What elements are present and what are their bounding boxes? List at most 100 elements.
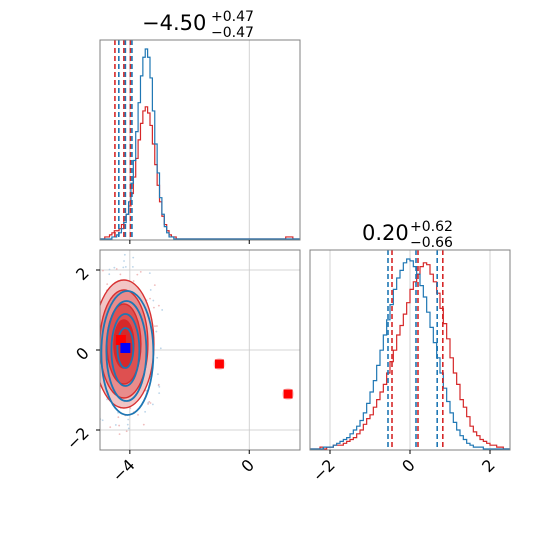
sample-dot [98, 308, 100, 310]
sample-dot [92, 342, 94, 344]
sample-dot [159, 347, 162, 350]
outlier-marker [283, 389, 293, 399]
sample-dot [94, 364, 96, 366]
sample-dot [91, 331, 93, 333]
sample-dot [127, 427, 130, 430]
sample-dot [106, 283, 109, 286]
sample-dot [154, 325, 156, 328]
sample-dot [142, 423, 145, 426]
title-parameter-2: 0.20 +0.62 −0.66 [362, 219, 453, 251]
sample-dot [92, 318, 94, 320]
sample-dot [158, 392, 161, 395]
sample-dot [93, 368, 95, 370]
title-parameter-1: −4.50 +0.47 −0.47 [142, 9, 254, 41]
sample-dot [97, 354, 99, 356]
sample-dot [122, 266, 125, 269]
sample-dot [144, 410, 147, 413]
sample-dot [93, 331, 95, 333]
sample-dot [96, 329, 98, 331]
sample-dot [114, 424, 117, 426]
y-tick-label: 0 [72, 343, 93, 364]
sample-dot [158, 385, 161, 388]
sample-dot [152, 299, 155, 302]
sample-dot [83, 367, 85, 369]
sample-dot [91, 363, 93, 365]
sample-dot [98, 279, 100, 281]
sample-dot [126, 423, 129, 426]
sample-dot [156, 356, 159, 359]
marker-1 [120, 343, 131, 353]
sample-dot [83, 317, 85, 319]
sample-dot [94, 370, 96, 372]
marker-0 [115, 335, 126, 345]
sample-dot [97, 384, 99, 386]
sample-dot [161, 309, 164, 311]
sample-dot [108, 273, 111, 276]
x-tick-label: 0 [237, 455, 258, 476]
title-upper-error: +0.47 [211, 9, 254, 25]
sample-dot [155, 330, 158, 333]
sample-dot [139, 271, 142, 273]
sample-dot [93, 404, 95, 406]
sample-dot [132, 280, 135, 282]
sample-dot [90, 348, 92, 350]
sample-dot [147, 401, 150, 404]
sample-dot [88, 367, 90, 369]
sample-dot [87, 375, 89, 377]
x-tick-label: 0 [398, 455, 419, 476]
sample-dot [94, 378, 96, 380]
sample-dot [127, 418, 130, 421]
sample-dot [87, 344, 89, 346]
sample-dot [132, 256, 135, 259]
sample-dot [136, 273, 139, 276]
contour-blue-level-2 [110, 313, 141, 387]
sample-dot [96, 344, 98, 346]
sample-dot [149, 402, 152, 404]
sample-dot [124, 266, 127, 268]
sample-dot [94, 405, 96, 407]
sample-dot [123, 260, 125, 262]
sample-dot [131, 265, 134, 268]
histogram-panel-parameter-2 [309, 249, 511, 451]
sample-dot [102, 269, 104, 272]
sample-dot [96, 325, 98, 327]
sample-dot [96, 307, 98, 309]
sample-dot [123, 253, 126, 256]
sample-dot [118, 433, 121, 436]
sample-dot [153, 284, 156, 286]
title-value: 0.20 [362, 221, 409, 245]
sample-dot [157, 383, 160, 386]
sample-dot [149, 297, 151, 300]
sample-dot [86, 323, 88, 325]
title-lower-error: −0.47 [211, 25, 254, 41]
sample-dot [148, 272, 151, 275]
sample-dot [157, 373, 159, 376]
sample-dot [108, 268, 111, 271]
sample-dot [118, 424, 121, 427]
contour-blue-level-0 [100, 290, 155, 416]
sample-dot [117, 416, 120, 419]
sample-dot [151, 403, 154, 406]
title-upper-error: +0.62 [410, 219, 453, 235]
sample-dot [109, 426, 112, 429]
x-tick-label: −2 [309, 455, 339, 485]
sample-dot [106, 398, 108, 401]
sample-dot [119, 273, 122, 276]
sample-dot [156, 325, 158, 327]
sample-dot [113, 266, 116, 269]
histogram-series-1 [310, 258, 510, 450]
sample-dot [101, 419, 104, 422]
outlier-marker [214, 359, 224, 369]
y-tick-label: 2 [72, 263, 93, 284]
sample-dot [153, 306, 155, 309]
sample-dot [129, 407, 132, 410]
contour-blue-level-1 [105, 300, 148, 402]
x-tick-label: 2 [478, 455, 499, 476]
histogram-panel-parameter-1 [99, 39, 301, 241]
x-tick-label: −4 [109, 455, 139, 485]
y-tick-label: −2 [63, 423, 93, 453]
sample-dot [97, 308, 99, 310]
title-lower-error: −0.66 [410, 235, 453, 251]
sample-dot [94, 317, 96, 319]
